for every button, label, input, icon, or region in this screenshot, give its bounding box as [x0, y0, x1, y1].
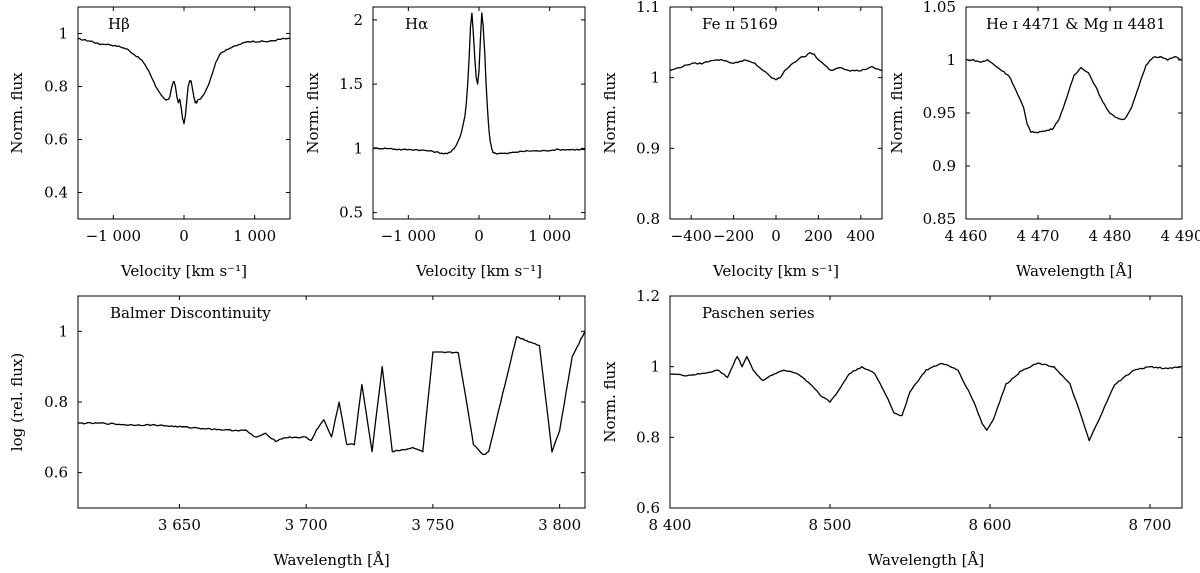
y-tick-label: 1.2: [636, 287, 660, 305]
x-tick-label: −1 000: [86, 227, 142, 245]
y-tick-label: 1.5: [339, 75, 363, 93]
panel-annotation: Paschen series: [702, 304, 815, 322]
y-axis-label: Norm. flux: [888, 72, 906, 154]
x-tick-label: −400: [671, 227, 712, 245]
plot-frame: [372, 6, 586, 220]
y-tick-label: 0.8: [636, 428, 660, 446]
y-tick-label: 0.6: [44, 131, 68, 149]
x-tick-label: 3 700: [285, 516, 328, 534]
x-tick-label: 4 470: [1017, 227, 1060, 245]
x-axis-label: Wavelength [Å]: [1016, 262, 1132, 280]
y-axis-label: Norm. flux: [601, 72, 619, 154]
x-axis-label: Velocity [km s⁻¹]: [712, 262, 839, 280]
x-tick-label: 4 480: [1089, 227, 1132, 245]
x-tick-label: 3 750: [411, 516, 454, 534]
x-axis-label: Wavelength [Å]: [868, 551, 984, 569]
x-tick-label: 0: [179, 227, 189, 245]
x-axis-label: Velocity [km s⁻¹]: [120, 262, 247, 280]
y-tick-label: 0.4: [44, 184, 68, 202]
y-tick-label: 1: [353, 139, 363, 157]
x-tick-label: 400: [846, 227, 875, 245]
y-tick-label: 1: [58, 25, 68, 43]
spectrum-line: [965, 55, 1183, 134]
y-axis-label: Norm. flux: [304, 72, 322, 154]
y-tick-label: 0.8: [44, 78, 68, 96]
y-tick-label: 0.6: [44, 464, 68, 482]
chart-panel-4: 4 460 4 470 4 480 4 490 0.85 0.9 0.95 1 1.05 Wave…: [888, 0, 1200, 280]
chart-panel-2: −1 000 0 1 000 0.5 1 1.5 2 Velocity [km s⁻¹] Nor…: [304, 6, 586, 280]
y-tick-label: 1: [946, 51, 956, 69]
plot-frame: [965, 6, 1183, 220]
x-tick-label: 8 400: [649, 516, 692, 534]
x-tick-label: 0: [771, 227, 781, 245]
x-tick-label: 200: [804, 227, 833, 245]
x-tick-label: 8 500: [809, 516, 852, 534]
x-tick-label: 4 460: [945, 227, 988, 245]
plot-frame: [77, 295, 586, 509]
y-axis-label: Norm. flux: [601, 361, 619, 443]
chart-panel-5: 3 650 3 700 3 750 3 800 0.6 0.8 1 Wavelength [Å…: [8, 295, 586, 569]
y-tick-label: 2: [353, 11, 363, 29]
x-tick-label: 8 600: [969, 516, 1012, 534]
y-tick-label: 1.05: [923, 0, 956, 16]
y-tick-label: 1: [58, 322, 68, 340]
y-tick-label: 0.5: [339, 204, 363, 222]
spectrum-line: [372, 12, 586, 155]
spectrum-line: [77, 331, 586, 456]
y-tick-label: 1.1: [636, 0, 660, 16]
panel-annotation: Hβ: [108, 15, 130, 33]
y-axis-label: log (rel. flux): [8, 353, 26, 451]
panel-annotation: He ɪ 4471 & Mg ɪɪ 4481: [986, 15, 1166, 33]
y-tick-label: 1: [650, 358, 660, 376]
y-tick-label: 0.6: [636, 499, 660, 517]
chart-panel-3: −400 −200 0 200 400 0.8 0.9 1 1.1 Velocity [km s⁻…: [601, 0, 883, 280]
x-tick-label: −1 000: [381, 227, 437, 245]
x-tick-label: 0: [474, 227, 484, 245]
y-axis-label: Norm. flux: [8, 72, 26, 154]
x-tick-label: 8 700: [1129, 516, 1172, 534]
y-tick-label: 1: [650, 69, 660, 87]
x-tick-label: −200: [713, 227, 754, 245]
y-tick-label: 0.9: [636, 139, 660, 157]
x-axis-label: Velocity [km s⁻¹]: [415, 262, 542, 280]
plot-frame: [669, 6, 883, 220]
plot-frame: [669, 295, 1183, 509]
x-tick-label: 3 650: [158, 516, 201, 534]
spectrum-line: [669, 51, 883, 81]
chart-panel-6: 8 400 8 500 8 600 8 700 0.6 0.8 1 1.2 Wavelength…: [601, 287, 1183, 569]
x-tick-label: 1 000: [233, 227, 276, 245]
y-tick-label: 0.8: [636, 210, 660, 228]
y-tick-label: 0.85: [923, 210, 956, 228]
x-tick-label: 1 000: [528, 227, 571, 245]
plot-frame: [77, 6, 291, 220]
y-tick-label: 0.9: [932, 157, 956, 175]
chart-panel-1: −1 000 0 1 000 0.4 0.6 0.8 1 Velocity [km s⁻¹] N…: [8, 6, 291, 280]
x-tick-label: 4 490: [1161, 227, 1200, 245]
panel-annotation: Hα: [405, 15, 428, 33]
panel-annotation: Fe ɪɪ 5169: [702, 15, 778, 33]
panel-annotation: Balmer Discontinuity: [110, 304, 271, 322]
x-tick-label: 3 800: [538, 516, 581, 534]
y-tick-label: 0.8: [44, 393, 68, 411]
y-tick-label: 0.95: [923, 104, 956, 122]
x-axis-label: Wavelength [Å]: [273, 551, 389, 569]
spectrum-line: [669, 355, 1183, 442]
spectrum-line: [77, 37, 291, 125]
